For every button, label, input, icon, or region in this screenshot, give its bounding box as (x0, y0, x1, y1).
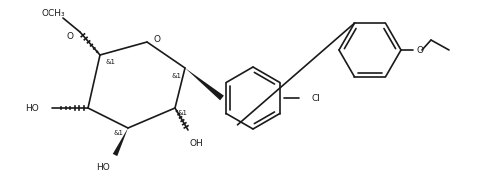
Text: HO: HO (96, 163, 109, 172)
Text: &1: &1 (172, 73, 181, 79)
Text: O: O (416, 46, 423, 54)
Polygon shape (185, 68, 223, 100)
Text: O: O (66, 31, 73, 41)
Text: O: O (153, 34, 160, 44)
Text: HO: HO (25, 103, 39, 113)
Text: OH: OH (189, 139, 203, 147)
Text: &1: &1 (105, 59, 115, 65)
Text: &1: &1 (178, 110, 188, 116)
Polygon shape (112, 128, 128, 156)
Text: OCH₃: OCH₃ (41, 9, 65, 17)
Text: &1: &1 (113, 130, 123, 136)
Text: Cl: Cl (312, 94, 320, 102)
